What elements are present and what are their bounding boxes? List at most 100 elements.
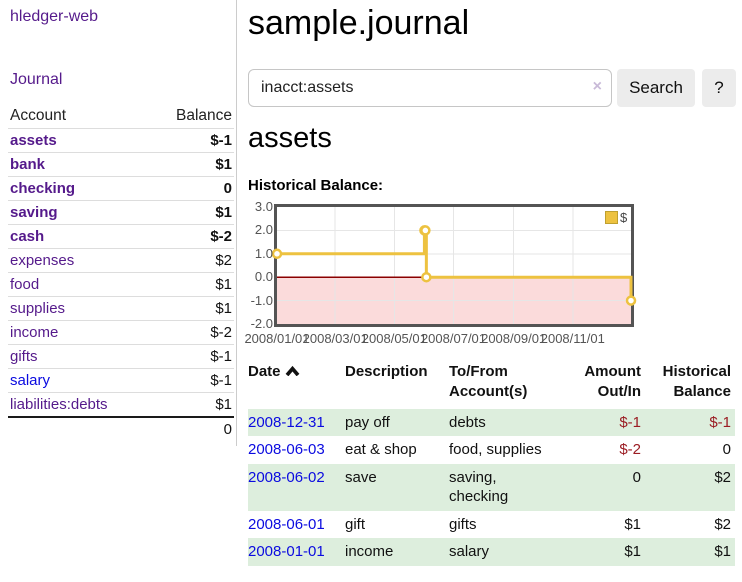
account-row-checking: checking 0 xyxy=(8,176,234,201)
register-header-account: To/From Account(s) xyxy=(449,363,528,401)
transaction-date-link[interactable]: 2008-06-03 xyxy=(248,441,325,458)
y-axis-tick: 0.0 xyxy=(254,269,273,285)
transaction-amount: $-1 xyxy=(619,413,641,431)
x-axis-tick: 2008/01/01 xyxy=(244,331,310,346)
register-row[interactable]: 2008-06-01 gift gifts $1 $2 xyxy=(248,511,735,539)
register-row[interactable]: 2008-06-03 eat & shop food, supplies $-2… xyxy=(248,436,735,464)
y-axis-tick: -1.0 xyxy=(250,292,273,308)
x-axis-tick: 2008/09/01 xyxy=(481,331,547,346)
legend-label: $ xyxy=(620,210,628,225)
transaction-amount: $1 xyxy=(624,543,641,560)
account-row-liabilities-debts: liabilities:debts $1 xyxy=(8,392,234,418)
accounts-total-row: 0 xyxy=(8,417,234,441)
accounts-table: Account Balance assets $-1 bank $1 check… xyxy=(8,104,234,441)
account-row-assets: assets $-1 xyxy=(8,128,234,153)
accounts-header-balance: Balance xyxy=(175,107,232,124)
account-link-expenses[interactable]: expenses xyxy=(10,252,75,269)
sidebar-divider xyxy=(236,0,237,446)
register-row[interactable]: 2008-12-31 pay off debts $-1 $-1 xyxy=(248,408,735,436)
transaction-balance: $-1 xyxy=(709,413,731,431)
account-link-gifts[interactable]: gifts xyxy=(10,348,38,365)
account-link-liabilities-debts[interactable]: liabilities:debts xyxy=(10,396,108,413)
register-header-balance: Historical Balance xyxy=(662,363,731,401)
clear-search-icon[interactable]: × xyxy=(592,78,602,95)
chart-plot xyxy=(271,204,637,327)
sidebar-item-journal[interactable]: Journal xyxy=(10,71,63,88)
transaction-balance: $2 xyxy=(714,468,731,486)
page-title: sample.journal xyxy=(248,4,470,42)
account-row-supplies: supplies $1 xyxy=(8,296,234,321)
transaction-description: eat & shop xyxy=(345,441,417,458)
transaction-accounts: gifts xyxy=(449,515,477,533)
y-axis-tick: 3.0 xyxy=(254,199,273,214)
account-link-salary[interactable]: salary xyxy=(10,372,51,389)
account-link-income[interactable]: income xyxy=(10,324,59,341)
transaction-accounts: saving, checking xyxy=(449,468,509,506)
transaction-accounts: debts xyxy=(449,413,486,431)
account-row-income: income $-2 xyxy=(8,320,234,345)
account-balance: $1 xyxy=(215,396,232,413)
transaction-accounts: salary xyxy=(449,543,490,560)
account-link-saving[interactable]: saving xyxy=(10,204,58,221)
account-balance: $1 xyxy=(215,276,232,293)
app-brand-link[interactable]: hledger-web xyxy=(10,8,99,25)
chart-legend: $ xyxy=(605,210,627,225)
search-button[interactable]: Search xyxy=(617,69,695,107)
account-row-food: food $1 xyxy=(8,272,234,297)
transaction-balance: 0 xyxy=(722,441,731,458)
search-input[interactable] xyxy=(248,69,612,107)
transaction-date-link[interactable]: 2008-12-31 xyxy=(248,413,325,431)
transaction-accounts: food, supplies xyxy=(449,441,542,458)
help-button[interactable]: ? xyxy=(702,69,736,107)
search-form: × Search ? xyxy=(248,69,736,107)
accounts-header-account: Account xyxy=(10,107,67,124)
transaction-balance: $1 xyxy=(714,543,731,560)
register-table: Date Description To/From Account(s) Amoun… xyxy=(248,360,735,566)
transaction-amount: 0 xyxy=(632,468,641,486)
chart-heading: Historical Balance: xyxy=(248,177,384,194)
account-balance: $-2 xyxy=(210,324,232,341)
account-balance: $-2 xyxy=(210,228,232,245)
account-row-cash: cash $-2 xyxy=(8,224,234,249)
y-axis-tick: 2.0 xyxy=(254,222,273,238)
accounts-total-value: 0 xyxy=(223,421,232,438)
account-balance: $-1 xyxy=(210,348,232,365)
historical-balance-chart: 3.0 2.0 1.0 0.0 -1.0 -2.0 2008/01/01 2008/03/0… xyxy=(244,199,742,348)
transaction-amount: $-2 xyxy=(619,441,641,458)
x-axis-tick: 2008/05/01 xyxy=(361,331,427,346)
account-link-cash[interactable]: cash xyxy=(10,228,45,245)
account-balance: $1 xyxy=(215,204,232,221)
transaction-description: gift xyxy=(345,515,366,533)
x-axis-tick: 2008/11/01 xyxy=(540,331,605,346)
transaction-description: save xyxy=(345,468,377,486)
account-balance: $-1 xyxy=(210,372,232,389)
account-link-assets[interactable]: assets xyxy=(10,132,57,149)
account-link-bank[interactable]: bank xyxy=(10,156,46,173)
transaction-date-link[interactable]: 2008-06-01 xyxy=(248,515,325,533)
transaction-amount: $1 xyxy=(624,515,641,533)
register-header-amount: Amount Out/In xyxy=(584,363,641,401)
transaction-date-link[interactable]: 2008-06-02 xyxy=(248,468,325,486)
account-balance: 0 xyxy=(223,180,232,197)
sort-ascending-icon xyxy=(285,362,300,382)
transaction-description: income xyxy=(345,543,394,560)
account-link-checking[interactable]: checking xyxy=(10,180,76,197)
register-header-description: Description xyxy=(345,363,428,380)
account-row-salary: salary $-1 xyxy=(8,368,234,393)
register-row[interactable]: 2008-06-02 save saving, checking 0 $2 xyxy=(248,463,735,511)
x-axis-tick: 2008/07/01 xyxy=(420,331,487,346)
register-header-date[interactable]: Date xyxy=(248,360,345,409)
legend-swatch xyxy=(605,211,618,224)
x-axis-tick: 2008/03/01 xyxy=(302,331,368,346)
account-link-supplies[interactable]: supplies xyxy=(10,300,66,317)
y-axis-tick: -2.0 xyxy=(250,316,273,331)
account-row-saving: saving $1 xyxy=(8,200,234,225)
account-balance: $2 xyxy=(215,252,232,269)
register-row[interactable]: 2008-01-01 income salary $1 $1 xyxy=(248,538,735,566)
y-axis-tick: 1.0 xyxy=(254,245,273,261)
accounts-header-row: Account Balance xyxy=(8,104,234,129)
account-heading: assets xyxy=(248,122,332,154)
account-row-expenses: expenses $2 xyxy=(8,248,234,273)
transaction-date-link[interactable]: 2008-01-01 xyxy=(248,543,325,560)
account-link-food[interactable]: food xyxy=(10,276,40,293)
